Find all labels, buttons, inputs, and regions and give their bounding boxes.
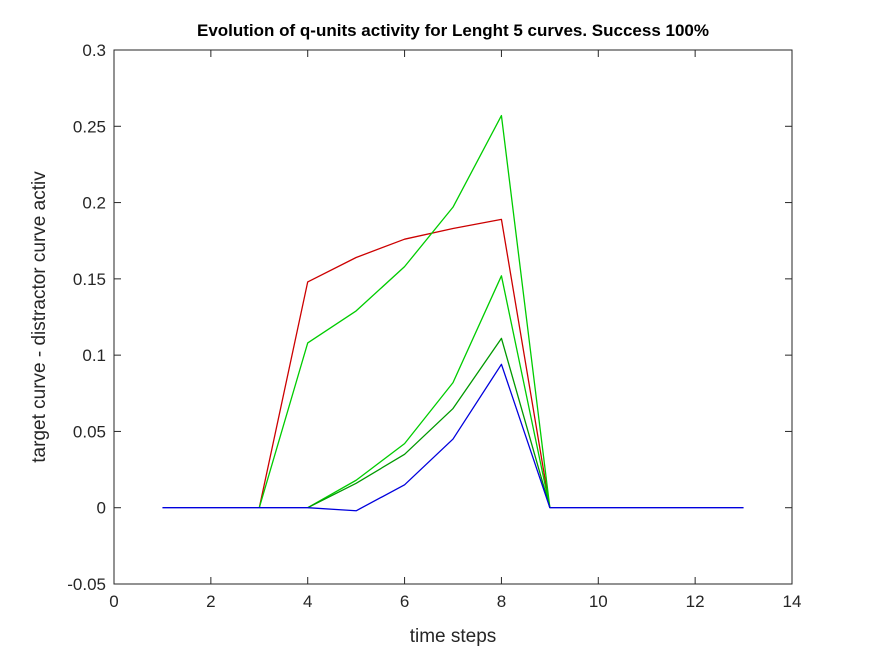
x-tick-label: 6 <box>400 592 409 611</box>
x-tick-label: 10 <box>589 592 608 611</box>
y-tick-label: 0.2 <box>82 194 106 213</box>
y-axis-label: target curve - distractor curve activ <box>29 171 50 463</box>
chart-title: Evolution of q-units activity for Lenght… <box>197 21 709 40</box>
series-layer <box>162 114 744 512</box>
plot-background <box>114 50 792 584</box>
x-tick-label: 12 <box>686 592 705 611</box>
x-axis-label: time steps <box>410 626 497 647</box>
x-tick-label: 2 <box>206 592 215 611</box>
y-tick-label: -0.05 <box>67 575 106 594</box>
y-tick-label: 0.05 <box>73 422 106 441</box>
x-tick-label: 4 <box>303 592 312 611</box>
x-axis: 0 2 4 6 8 10 12 14 <box>109 50 801 611</box>
y-tick-label: 0.3 <box>82 41 106 60</box>
x-tick-label: 14 <box>783 592 802 611</box>
series-line-2 <box>258 114 551 508</box>
series-line-5 <box>162 363 744 512</box>
series-line-1 <box>258 218 551 508</box>
y-tick-label: 0.15 <box>73 270 106 289</box>
y-tick-label: 0.25 <box>73 117 106 136</box>
x-tick-label: 8 <box>497 592 506 611</box>
series-line-3 <box>307 275 551 509</box>
y-tick-label: 0.1 <box>82 346 106 365</box>
plot-frame <box>113 49 793 585</box>
series-line-4 <box>307 337 551 509</box>
y-axis: -0.05 0 0.05 0.1 0.15 0.2 0.25 0.3 <box>67 41 792 594</box>
x-tick-label: 0 <box>109 592 118 611</box>
plot-area <box>114 50 792 584</box>
y-tick-label: 0 <box>97 499 106 518</box>
